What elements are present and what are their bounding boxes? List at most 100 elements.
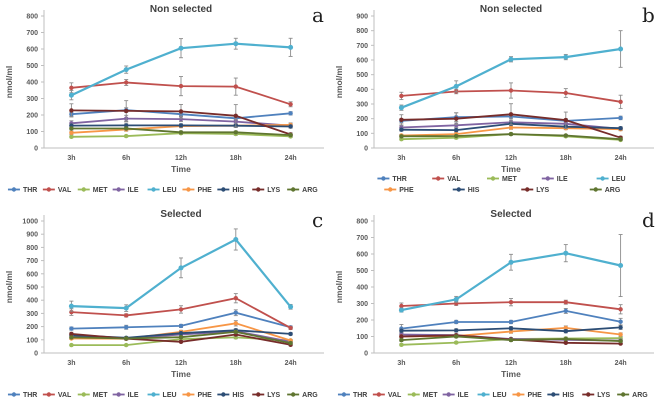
data-point [288, 340, 293, 346]
x-axis: 3h 6h 12h 18h 24h [374, 147, 654, 162]
x-axis-title: Time [171, 369, 191, 379]
data-point [618, 325, 623, 330]
data-point [453, 83, 459, 89]
data-point [618, 126, 623, 131]
legend-marker-icon [446, 392, 451, 397]
legend-item-met: MET [487, 176, 518, 183]
data-point [69, 331, 74, 337]
data-point [399, 337, 404, 343]
legend-label: MET [93, 392, 109, 399]
x-axis-title: Time [171, 164, 191, 174]
data-point [563, 325, 568, 331]
panel-letter: d [642, 208, 655, 232]
x-tick-label: 24h [285, 155, 297, 162]
data-point [618, 307, 623, 312]
data-point [178, 109, 184, 114]
data-point [618, 115, 623, 121]
panel-title: Non selected [480, 4, 542, 15]
legend-label: PHE [399, 187, 414, 194]
x-tick-label: 24h [285, 360, 297, 367]
x-tick-label: 12h [505, 155, 517, 162]
data-point [454, 116, 459, 121]
legend-marker-icon [376, 392, 382, 397]
y-tick-label: 200 [356, 318, 368, 325]
legend-item-leu: LEU [147, 392, 177, 399]
data-point [563, 336, 568, 342]
x-tick-label: 6h [122, 360, 130, 367]
legend: THR VAL MET ILE LEU PHE HIS LYS ARG [7, 392, 318, 399]
data-point [178, 331, 184, 336]
y-tick-label: 500 [26, 285, 38, 292]
y-tick-label: 0 [364, 146, 368, 153]
y-tick-label: 600 [356, 252, 368, 259]
data-point [124, 133, 129, 139]
y-axis: 0 100 200 300 400 500 600 700 800 [26, 10, 45, 153]
legend-marker-icon [186, 392, 191, 397]
x-tick-label: 12h [175, 360, 187, 367]
series-val [69, 293, 293, 331]
data-point [233, 310, 238, 315]
legend-marker-icon [490, 176, 496, 181]
series-arg [69, 126, 293, 138]
y-tick-label: 900 [356, 14, 368, 21]
data-point [618, 319, 623, 324]
legend-label: VAL [388, 392, 402, 399]
legend-item-lys: LYS [252, 392, 281, 399]
data-point [563, 250, 569, 256]
x-axis: 3h 6h 12h 18h 24h [374, 352, 654, 367]
legend-label: ARG [632, 392, 648, 399]
panel-letter: a [312, 3, 324, 27]
data-point [399, 127, 404, 132]
data-point [563, 300, 568, 305]
legend-label: LEU [163, 187, 177, 194]
legend-marker-icon [411, 392, 416, 397]
data-point [178, 45, 184, 51]
series-val [399, 298, 623, 315]
legend-label: PHE [197, 392, 212, 399]
data-point [124, 126, 129, 131]
panel-b-non-selected: Non selected b 0 100 200 300 400 500 600 700 800 90… [330, 0, 660, 205]
legend-label: PHE [527, 392, 542, 399]
legend: THR VAL MET ILE LEU PHE HIS LYS ARG [7, 187, 318, 194]
legend-item-ile: ILE [112, 187, 139, 194]
y-tick-label: 800 [26, 14, 38, 21]
y-tick-label: 300 [356, 102, 368, 109]
y-tick-label: 1000 [22, 219, 38, 226]
y-tick-label: 600 [26, 47, 38, 54]
data-point [508, 259, 514, 265]
data-point [69, 85, 74, 91]
legend-item-thr: THR [7, 187, 37, 194]
data-point [508, 56, 514, 62]
series-val [69, 76, 293, 108]
legend-label: HIS [562, 392, 574, 399]
legend-item-thr: THR [7, 392, 37, 399]
y-tick-label: 300 [26, 96, 38, 103]
legend-marker-icon [116, 392, 121, 397]
chart-panel-a: Non selected a 0 100 200 300 400 500 600 700 800 3h… [4, 3, 324, 194]
legend-item-his: HIS [547, 392, 574, 399]
data-point [69, 130, 74, 135]
legend-marker-icon [525, 187, 530, 192]
data-point [123, 67, 129, 73]
legend-item-met: MET [77, 187, 108, 194]
y-tick-label: 100 [26, 129, 38, 136]
x-tick-label: 3h [397, 155, 405, 162]
y-tick-label: 700 [26, 30, 38, 37]
data-point [508, 329, 514, 334]
data-point [233, 113, 238, 119]
y-tick-label: 400 [356, 285, 368, 292]
data-point [178, 307, 184, 312]
data-point [454, 319, 459, 325]
y-tick-label: 300 [356, 301, 368, 308]
data-point [288, 102, 293, 107]
data-point [124, 325, 129, 330]
data-point [178, 83, 184, 89]
legend-label: LEU [163, 392, 177, 399]
data-point [563, 54, 569, 60]
legend-marker-icon [388, 187, 393, 192]
legend-item-phe: PHE [512, 392, 542, 399]
data-point [69, 126, 74, 131]
data-point [508, 131, 514, 137]
data-point [68, 303, 74, 309]
y-tick-label: 0 [34, 351, 38, 358]
